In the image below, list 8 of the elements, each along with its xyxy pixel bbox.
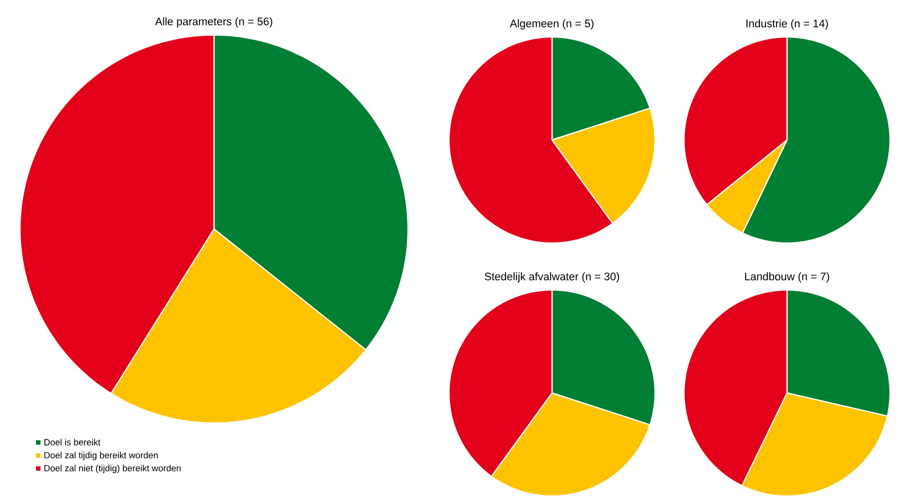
legend-label: Doel zal niet (tijdig) bereikt worden — [44, 464, 181, 474]
chart-title: Stedelijk afvalwater (n = 30) — [484, 272, 620, 282]
chart-title: Industrie (n = 14) — [746, 19, 828, 30]
chart-title: Alle parameters (n = 56) — [155, 17, 272, 28]
legend-label: Doel is bereikt — [44, 438, 100, 446]
chart-title: Algemeen (n = 5) — [510, 19, 594, 30]
legend-label: Doel zal tijdig bereikt worden — [44, 452, 158, 460]
chart-title: Landbouw (n = 7) — [745, 272, 830, 282]
